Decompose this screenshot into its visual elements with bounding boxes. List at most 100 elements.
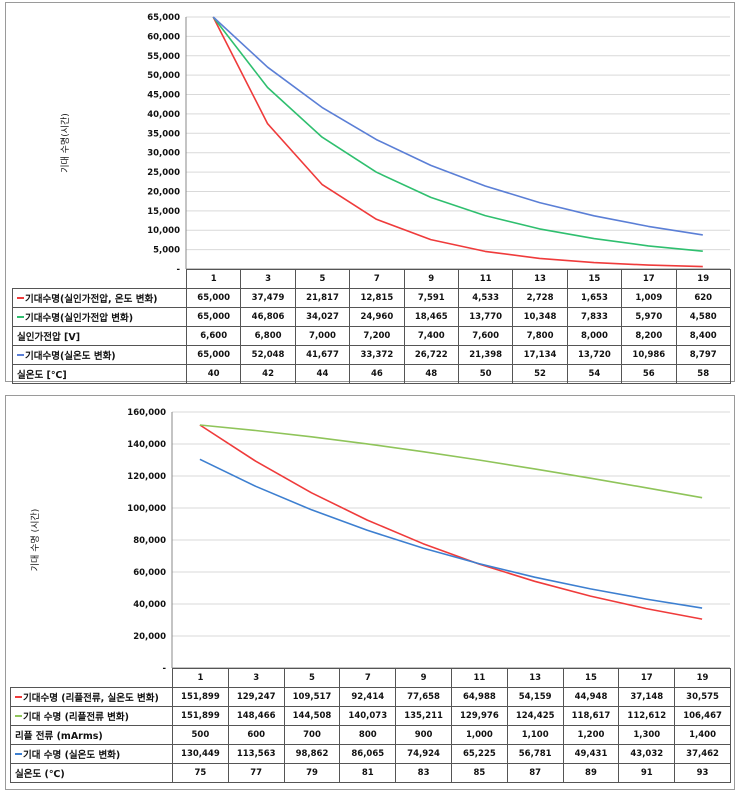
row-header: 기대수명(실인가전압 변화) [12, 307, 187, 327]
series-line-1 [199, 424, 703, 620]
data-label: 8,200 [621, 326, 677, 346]
row-header: 기대 수명 (리플전류 변화) [10, 706, 173, 726]
x-tick-label: 5 [294, 269, 351, 289]
y-tick-label: 50,000 [147, 71, 180, 81]
data-label: 7,833 [566, 307, 623, 327]
data-label: 37,462 [674, 744, 731, 764]
data-label: 144,508 [283, 706, 341, 726]
data-label: 106,467 [674, 706, 731, 726]
legend-label: 기대수명 (리플전류, 실온도 변화) [23, 693, 159, 704]
data-label: 700 [283, 725, 341, 745]
data-label: 64,988 [450, 687, 508, 707]
table-row: 실온도 (℃) 75 77 79 81 83 85 87 89 91 93 [10, 763, 731, 783]
x-tick-label: 17 [621, 269, 677, 289]
life-chart-voltage: - 5,000 10,000 15,000 20,000 25,000 30,000 35,0… [60, 13, 730, 275]
table-row: 실온도 [℃] 40 42 44 46 48 50 52 54 56 58 [12, 364, 731, 384]
row-header: 기대 수명 (실온도 변화) [10, 744, 173, 764]
x-tick-label: 1 [172, 668, 229, 688]
table-row: 리플 전류 (mArms) 500 600 700 800 900 1,000 1,100 1,… [10, 725, 731, 745]
series-line-3 [212, 16, 703, 236]
row-header: 실인가전압 [V] [12, 326, 187, 346]
legend-label: 기대 수명 (리플전류 변화) [23, 712, 130, 723]
y-tick-label: 45,000 [147, 91, 180, 101]
legend-key [17, 315, 24, 318]
data-label: 89 [562, 763, 620, 783]
data-label: 140,073 [339, 706, 397, 726]
data-label: 34,027 [294, 307, 351, 327]
data-label: 13,720 [566, 345, 623, 365]
x-tick-label: 11 [450, 668, 508, 688]
data-label: 54 [566, 364, 623, 384]
series-line-3 [199, 458, 703, 609]
data-label: 1,000 [450, 725, 508, 745]
legend-label: 실온도 (℃) [15, 769, 65, 780]
data-label: 92,414 [339, 687, 397, 707]
y-tick-label: 15,000 [147, 207, 180, 217]
data-label: 10,986 [621, 345, 677, 365]
x-tick-label: 3 [240, 269, 296, 289]
y-tick-label: 25,000 [147, 168, 180, 178]
data-label: 40 [185, 364, 242, 384]
data-label: 75 [172, 763, 229, 783]
legend-key [15, 714, 22, 717]
table-row: 실인가전압 [V] 6,600 6,800 7,000 7,200 7,400 7,600 7… [12, 326, 731, 346]
y-tick-label: 20,000 [147, 187, 180, 197]
data-label: 8,400 [675, 326, 731, 346]
data-label: 93 [674, 763, 731, 783]
legend-label: 실온도 [℃] [17, 370, 67, 381]
data-label: 87 [506, 763, 564, 783]
data-label: 130,449 [172, 744, 229, 764]
legend-label: 기대수명(실인가전압 변화) [25, 313, 134, 324]
legend-key [15, 695, 22, 698]
table-row: 기대수명(실인가전압 변화) 65,000 46,806 34,027 24,960 18… [12, 307, 731, 327]
row-header: 실온도 [℃] [12, 364, 187, 384]
data-label: 1,100 [506, 725, 564, 745]
data-label: 37,148 [618, 687, 676, 707]
table-row: 기대 수명 (실온도 변화) 130,449 113,563 98,862 86,065… [10, 744, 731, 764]
data-label: 42 [240, 364, 296, 384]
data-label: 91 [618, 763, 676, 783]
y-tick-label: 140,000 [127, 440, 166, 450]
data-label: 18,465 [403, 307, 459, 327]
table-row: 기대수명 (리플전류, 실온도 변화) 151,899 129,247 109,517… [10, 687, 731, 707]
y-tick-label: 160,000 [127, 408, 166, 418]
data-label: 74,924 [395, 744, 452, 764]
x-tick-label: 13 [512, 269, 568, 289]
data-label: 41,677 [294, 345, 351, 365]
data-label: 124,425 [506, 706, 564, 726]
data-label: 620 [675, 288, 731, 308]
data-label: 4,533 [457, 288, 514, 308]
x-tick-label: 19 [674, 668, 731, 688]
data-label: 21,817 [294, 288, 351, 308]
data-label: 26,722 [403, 345, 459, 365]
data-label: 77 [227, 763, 285, 783]
data-label: 112,612 [618, 706, 676, 726]
data-label: 10,348 [512, 307, 568, 327]
y-tick-label: 55,000 [147, 52, 180, 62]
series-line-1 [212, 16, 703, 268]
row-header: 기대수명(실인가전압, 온도 변화) [12, 288, 187, 308]
row-header: 실온도 (℃) [10, 763, 173, 783]
y-tick-label: 65,000 [147, 13, 180, 23]
data-label: 7,000 [294, 326, 351, 346]
legend-key [17, 296, 24, 299]
data-label: 6,600 [185, 326, 242, 346]
legend-key [15, 752, 22, 755]
y-tick-label: 5,000 [153, 246, 180, 256]
data-label: 83 [395, 763, 452, 783]
chart-panel-ripple: - 20,000 40,000 60,000 80,000 100,000 120,000 1… [5, 395, 735, 790]
y-tick-label: 20,000 [133, 632, 166, 642]
data-label: 52,048 [240, 345, 296, 365]
data-label: 600 [227, 725, 285, 745]
data-label: 65,000 [185, 307, 242, 327]
data-label: 7,591 [403, 288, 459, 308]
x-tick-label: 7 [339, 668, 397, 688]
x-tick-label: 9 [403, 269, 459, 289]
data-label: 44 [294, 364, 351, 384]
data-label: 37,479 [240, 288, 296, 308]
row-header: 리플 전류 (mArms) [10, 725, 173, 745]
data-label: 24,960 [349, 307, 405, 327]
data-label: 500 [172, 725, 229, 745]
data-label: 81 [339, 763, 397, 783]
data-label: 44,948 [562, 687, 620, 707]
